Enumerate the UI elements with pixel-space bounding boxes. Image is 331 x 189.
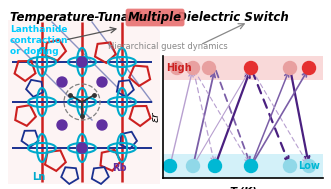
Circle shape (209, 160, 221, 173)
Text: T (K): T (K) (230, 186, 257, 189)
Circle shape (245, 61, 258, 74)
Text: Low: Low (298, 161, 320, 171)
Circle shape (283, 160, 297, 173)
Text: εr: εr (151, 112, 161, 122)
Text: Multiple: Multiple (128, 11, 182, 24)
Circle shape (170, 61, 183, 74)
Text: Lanthanide
contraction
or doping: Lanthanide contraction or doping (10, 25, 69, 56)
Bar (8, 20, 160, 184)
Circle shape (77, 143, 87, 153)
Bar (163, 56, 323, 80)
Circle shape (97, 77, 107, 87)
Text: Ln: Ln (32, 172, 45, 182)
Circle shape (77, 57, 87, 67)
Circle shape (283, 61, 297, 74)
Bar (163, 154, 323, 178)
Text: Rb: Rb (112, 163, 127, 173)
Circle shape (186, 160, 200, 173)
Circle shape (57, 120, 67, 130)
Circle shape (203, 61, 215, 74)
Circle shape (164, 160, 176, 173)
Circle shape (303, 160, 315, 173)
Text: Hierarchical guest dynamics: Hierarchical guest dynamics (108, 42, 228, 51)
Text: Temperature-Tunable: Temperature-Tunable (10, 11, 153, 24)
Circle shape (57, 77, 67, 87)
Circle shape (97, 120, 107, 130)
Circle shape (303, 61, 315, 74)
Text: Dielectric Switch: Dielectric Switch (173, 11, 289, 24)
Circle shape (245, 160, 258, 173)
Text: High: High (166, 63, 192, 73)
Circle shape (186, 61, 200, 74)
